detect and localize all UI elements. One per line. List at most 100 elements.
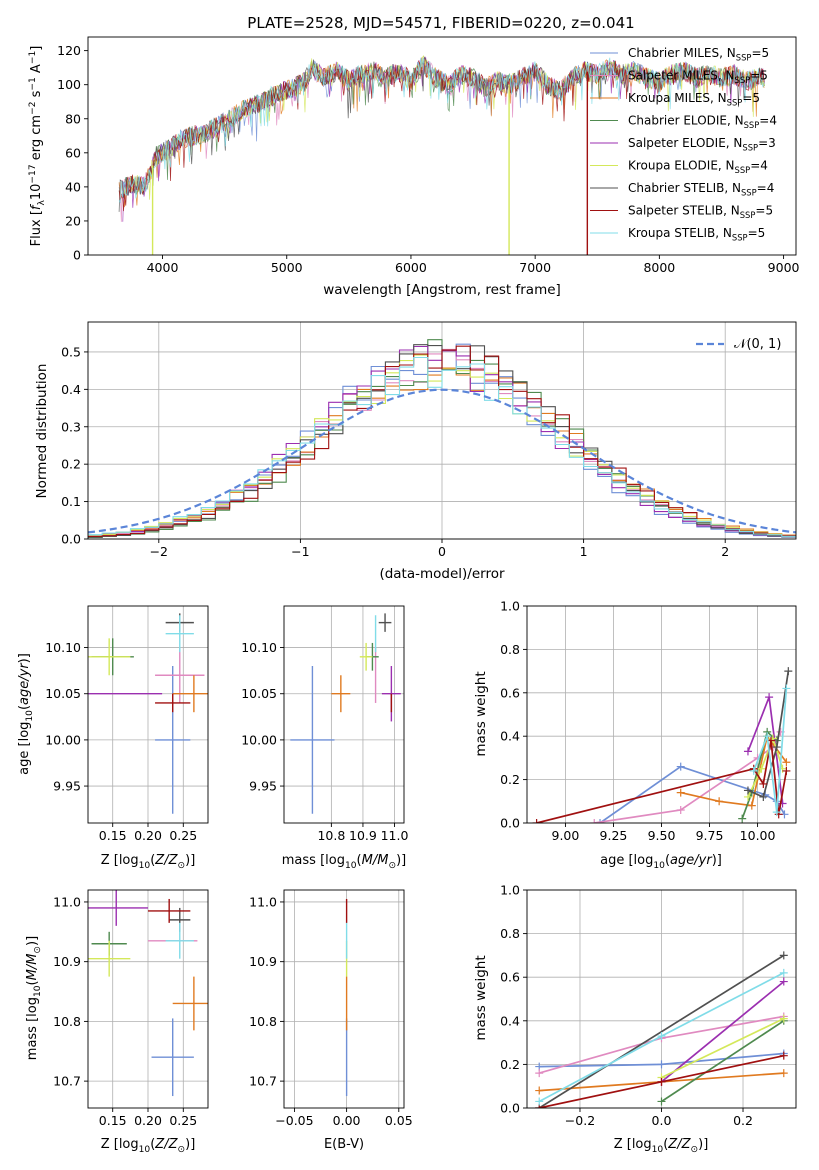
y-tick-label: 0.6 bbox=[500, 685, 520, 700]
x-tick-label: −0.2 bbox=[565, 1113, 595, 1128]
weight-marker bbox=[779, 1014, 788, 1023]
x-tick-label: 0.15 bbox=[99, 828, 127, 843]
y-tick-label: 1.0 bbox=[500, 883, 520, 898]
weight-marker bbox=[590, 819, 599, 823]
age-vs-Z-panel: 0.15 0.20 0.25 9.95 10.00 10.05 10.10 Z [log10(… bbox=[17, 605, 209, 871]
weight-marker bbox=[532, 819, 541, 823]
x-tick-label: 9.75 bbox=[696, 828, 724, 843]
axes-frame bbox=[283, 889, 405, 1109]
weight-marker bbox=[759, 792, 768, 801]
weight-line bbox=[536, 740, 788, 823]
y-tick-label: 0.6 bbox=[500, 970, 520, 985]
y-axis-label: Flux [fλ10−17 erg cm−2 s−1 A−1] bbox=[28, 46, 47, 247]
weight-marker bbox=[782, 758, 791, 767]
legend-entry: Salpeter ELODIE, NSSP=3 bbox=[628, 136, 776, 153]
axes-frame bbox=[283, 605, 405, 824]
histogram-step bbox=[88, 345, 796, 538]
legend-entry: Kroupa MILES, NSSP=5 bbox=[628, 91, 760, 108]
y-tick-label: 0.0 bbox=[61, 532, 81, 547]
weight-marker bbox=[784, 667, 793, 676]
figure-title: PLATE=2528, MJD=54571, FIBERID=0220, z=0… bbox=[247, 14, 634, 32]
weight-marker bbox=[715, 797, 724, 806]
x-axis-label: age [log10(age/yr)] bbox=[600, 853, 722, 871]
weight-marker bbox=[765, 693, 774, 702]
y-tick-label: 0.0 bbox=[500, 1101, 520, 1116]
y-tick-label: 10.8 bbox=[53, 1014, 81, 1029]
weight-marker bbox=[772, 743, 781, 752]
weight-marker bbox=[757, 764, 766, 773]
weight-marker bbox=[779, 977, 788, 986]
y-tick-label: 20 bbox=[65, 213, 81, 228]
y-tick-label: 0.1 bbox=[61, 494, 81, 509]
weight-line bbox=[661, 1017, 785, 1079]
x-tick-label: 5000 bbox=[271, 260, 303, 275]
x-tick-label: 0.15 bbox=[99, 1113, 127, 1128]
plot-area bbox=[88, 613, 208, 814]
legend-entry: Chabrier ELODIE, NSSP=4 bbox=[628, 114, 777, 131]
x-axis-label: (data-model)/error bbox=[379, 566, 505, 582]
y-tick-label: 11.0 bbox=[53, 894, 81, 909]
x-axis-label: E(B-V) bbox=[324, 1137, 364, 1152]
weight-line bbox=[660, 980, 785, 1083]
mass-vs-ebv-panel: −0.05 0.00 0.05 10.7 10.8 10.9 11.0 E(B-V) bbox=[249, 889, 413, 1152]
x-tick-label: −2 bbox=[150, 544, 168, 559]
weight-line bbox=[741, 730, 778, 819]
x-tick-label: 10.00 bbox=[740, 828, 776, 843]
legend-entry: Kroupa STELIB, NSSP=5 bbox=[628, 226, 765, 243]
weight-line bbox=[661, 1020, 785, 1103]
legend-entry: Kroupa ELODIE, NSSP=4 bbox=[628, 159, 768, 176]
weight-marker bbox=[782, 684, 791, 693]
plot-area bbox=[532, 667, 793, 823]
weight-marker bbox=[779, 1069, 788, 1078]
y-tick-label: 0 bbox=[73, 248, 81, 263]
weight-marker bbox=[763, 732, 772, 741]
y-tick-label: 10.00 bbox=[241, 732, 277, 747]
y-tick-label: 0.5 bbox=[61, 344, 81, 359]
weight-vs-age-panel: 9.00 9.25 9.50 9.75 10.00 0.0 0.2 0.4 0.6 0.8 1.0 a… bbox=[473, 599, 797, 871]
x-tick-label: 0 bbox=[438, 544, 446, 559]
x-tick-label: 9.50 bbox=[648, 828, 676, 843]
weight-marker bbox=[779, 951, 788, 960]
weight-marker bbox=[535, 1086, 544, 1095]
weight-marker bbox=[657, 1060, 666, 1069]
histogram-step bbox=[88, 356, 796, 537]
normal-curve bbox=[88, 388, 796, 534]
weight-marker bbox=[676, 788, 685, 797]
x-tick-label: 0.25 bbox=[169, 828, 197, 843]
x-tick-label: 0.00 bbox=[333, 1113, 361, 1128]
plot-area bbox=[290, 613, 401, 814]
x-tick-label: 0.2 bbox=[733, 1113, 753, 1128]
weight-line bbox=[747, 735, 784, 798]
legend-entry: Salpeter STELIB, NSSP=5 bbox=[628, 204, 773, 221]
x-axis-label: Z [log10(Z/Z⊙)] bbox=[101, 1137, 196, 1155]
legend-entry: Chabrier MILES, NSSP=5 bbox=[628, 46, 769, 63]
weight-line bbox=[594, 731, 782, 823]
weight-marker bbox=[743, 747, 752, 756]
x-axis-label: wavelength [Angstrom, rest frame] bbox=[323, 282, 561, 298]
x-axis-label: mass [log10(M/M⊙)] bbox=[282, 853, 406, 871]
y-axis-label: mass weight bbox=[473, 671, 489, 756]
y-tick-label: 10.9 bbox=[53, 954, 81, 969]
y-axis-label: Normed distribution bbox=[34, 364, 50, 499]
y-tick-label: 9.95 bbox=[53, 779, 81, 794]
plot-area bbox=[118, 55, 765, 255]
y-tick-label: 11.0 bbox=[249, 894, 277, 909]
weight-marker bbox=[749, 766, 758, 775]
x-tick-label: 10.8 bbox=[317, 828, 345, 843]
y-tick-label: 1.0 bbox=[500, 599, 520, 614]
y-axis-label: mass [log10(M/M⊙)] bbox=[25, 936, 43, 1060]
weight-marker bbox=[779, 968, 788, 977]
y-tick-label: 0.8 bbox=[500, 642, 520, 657]
weight-marker bbox=[782, 766, 791, 775]
x-tick-label: 1 bbox=[580, 544, 588, 559]
mass-vs-Z-panel: 0.15 0.20 0.25 10.7 10.8 10.9 11.0 Z [log10(Z/Z… bbox=[25, 889, 209, 1155]
spectrum-line bbox=[118, 57, 765, 204]
y-tick-label: 9.95 bbox=[249, 779, 277, 794]
weight-marker bbox=[676, 762, 685, 771]
x-tick-label: 6000 bbox=[395, 260, 427, 275]
legend-entry: 𝒩(0, 1) bbox=[734, 337, 781, 352]
y-tick-label: 60 bbox=[65, 145, 81, 160]
axes-frame bbox=[87, 36, 797, 256]
plot-area bbox=[88, 339, 796, 538]
